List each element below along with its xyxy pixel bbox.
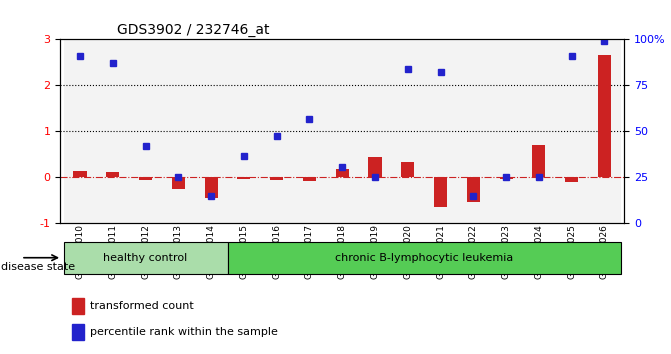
Text: chronic B-lymphocytic leukemia: chronic B-lymphocytic leukemia — [335, 253, 513, 263]
Text: disease state: disease state — [1, 262, 75, 272]
Bar — [467, 177, 480, 202]
Bar — [588, 39, 621, 223]
Bar — [499, 177, 513, 179]
Bar — [565, 177, 578, 182]
Bar — [293, 39, 326, 223]
Bar — [72, 324, 84, 340]
Bar — [162, 39, 195, 223]
Bar — [64, 242, 227, 274]
Bar — [172, 177, 185, 188]
Bar — [523, 39, 555, 223]
Text: healthy control: healthy control — [103, 253, 188, 263]
Bar — [260, 39, 293, 223]
Bar — [64, 39, 97, 223]
Bar — [139, 177, 152, 180]
Bar — [434, 177, 447, 207]
Bar — [205, 177, 217, 198]
Bar — [532, 145, 546, 177]
Bar — [130, 39, 162, 223]
Bar — [72, 298, 84, 314]
Bar — [326, 39, 358, 223]
Bar — [424, 39, 457, 223]
Bar — [358, 39, 391, 223]
Bar — [106, 172, 119, 177]
Bar — [457, 39, 490, 223]
Bar — [401, 162, 414, 177]
Bar — [74, 171, 87, 177]
Bar — [97, 39, 130, 223]
Bar — [238, 177, 250, 179]
Bar — [227, 242, 621, 274]
Text: transformed count: transformed count — [90, 301, 193, 311]
Text: percentile rank within the sample: percentile rank within the sample — [90, 327, 278, 337]
Bar — [270, 177, 283, 180]
Bar — [598, 55, 611, 177]
Bar — [195, 39, 227, 223]
Bar — [368, 157, 382, 177]
Bar — [336, 169, 349, 177]
Bar — [303, 177, 316, 181]
Bar — [391, 39, 424, 223]
Bar — [490, 39, 523, 223]
Bar — [227, 39, 260, 223]
Bar — [555, 39, 588, 223]
Text: GDS3902 / 232746_at: GDS3902 / 232746_at — [117, 23, 269, 36]
